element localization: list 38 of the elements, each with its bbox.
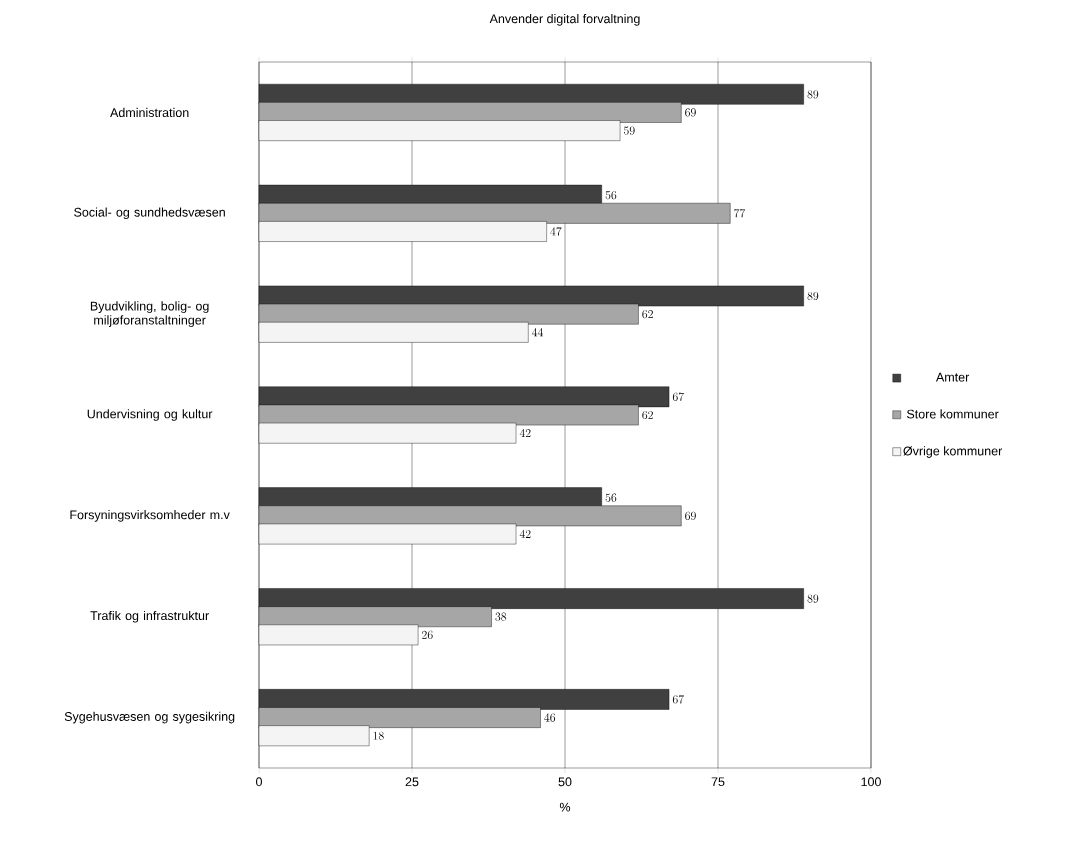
data-label: 42 bbox=[519, 529, 531, 538]
data-label: 67 bbox=[672, 392, 684, 401]
y-tick-label: Administration bbox=[110, 107, 189, 118]
x-tick-label: 25 bbox=[405, 777, 419, 787]
x-tick-label: 100 bbox=[861, 777, 881, 787]
y-tick-label: Trafik og infrastruktur bbox=[90, 610, 209, 623]
y-tick-label: Sygehusvæsen og sygesikring bbox=[64, 711, 235, 724]
data-label: 89 bbox=[807, 90, 819, 99]
y-tick-label: Byudvikling, bolig- og miljøforanstaltninger bbox=[90, 301, 209, 327]
y-tick-label: Forsyningsvirksomheder m.v bbox=[70, 510, 230, 522]
legend-label: Store kommuner bbox=[906, 409, 999, 419]
data-label: 26 bbox=[422, 630, 433, 639]
data-label: 69 bbox=[685, 511, 696, 520]
data-label: 89 bbox=[807, 594, 819, 603]
data-label: 59 bbox=[624, 126, 635, 135]
y-tick-label: Undervisning og kultur bbox=[87, 409, 213, 421]
y-tick-label: Social- og sundhedsvæsen bbox=[74, 207, 225, 220]
x-axis-title: % bbox=[559, 802, 571, 812]
x-tick-label: 75 bbox=[711, 777, 725, 787]
x-tick-label: 0 bbox=[256, 777, 262, 787]
data-label: 47 bbox=[550, 227, 562, 236]
text: Amter bbox=[935, 372, 970, 382]
data-label: 62 bbox=[642, 410, 653, 420]
chart-title: Anvender digital forvaltning bbox=[489, 14, 640, 26]
data-label: 46 bbox=[544, 713, 556, 722]
data-label: 62 bbox=[642, 310, 653, 319]
data-label: 56 bbox=[605, 493, 617, 502]
data-label: 44 bbox=[531, 328, 544, 337]
data-label: 69 bbox=[685, 108, 696, 117]
x-tick-label: 50 bbox=[558, 777, 572, 787]
data-label: 67 bbox=[672, 695, 684, 704]
data-label: 38 bbox=[495, 612, 507, 621]
data-label: 18 bbox=[373, 731, 384, 740]
legend-label: Øvrige kommuner bbox=[903, 446, 1003, 458]
data-label: 89 bbox=[807, 291, 819, 301]
data-label: 42 bbox=[519, 428, 531, 438]
data-label: 77 bbox=[734, 209, 746, 218]
data-label: 56 bbox=[605, 191, 617, 200]
